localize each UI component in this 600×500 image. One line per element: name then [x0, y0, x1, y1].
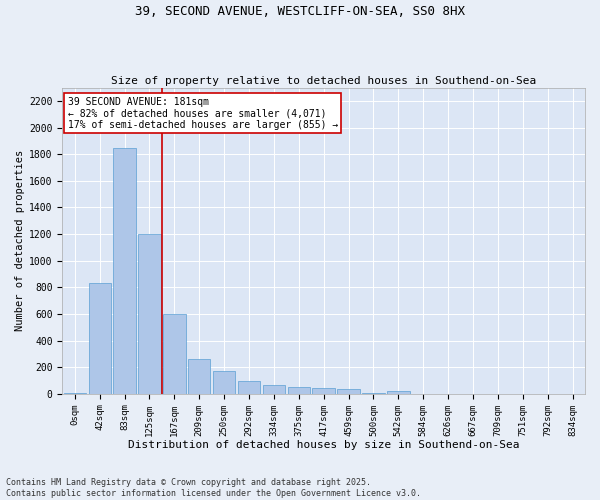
X-axis label: Distribution of detached houses by size in Southend-on-Sea: Distribution of detached houses by size … [128, 440, 520, 450]
Bar [64, 393, 86, 394]
Bar [113, 148, 136, 394]
Bar [287, 387, 310, 394]
Text: Contains HM Land Registry data © Crown copyright and database right 2025.
Contai: Contains HM Land Registry data © Crown c… [6, 478, 421, 498]
Bar [337, 388, 360, 394]
Bar [387, 391, 410, 394]
Bar [213, 371, 235, 394]
Bar [362, 393, 385, 394]
Bar [238, 380, 260, 394]
Bar [163, 314, 185, 394]
Bar [188, 359, 211, 394]
Bar [89, 284, 111, 394]
Y-axis label: Number of detached properties: Number of detached properties [15, 150, 25, 332]
Bar [263, 384, 285, 394]
Title: Size of property relative to detached houses in Southend-on-Sea: Size of property relative to detached ho… [111, 76, 536, 86]
Text: 39 SECOND AVENUE: 181sqm
← 82% of detached houses are smaller (4,071)
17% of sem: 39 SECOND AVENUE: 181sqm ← 82% of detach… [68, 97, 338, 130]
Bar [313, 388, 335, 394]
Bar [138, 234, 161, 394]
Text: 39, SECOND AVENUE, WESTCLIFF-ON-SEA, SS0 8HX: 39, SECOND AVENUE, WESTCLIFF-ON-SEA, SS0… [135, 5, 465, 18]
